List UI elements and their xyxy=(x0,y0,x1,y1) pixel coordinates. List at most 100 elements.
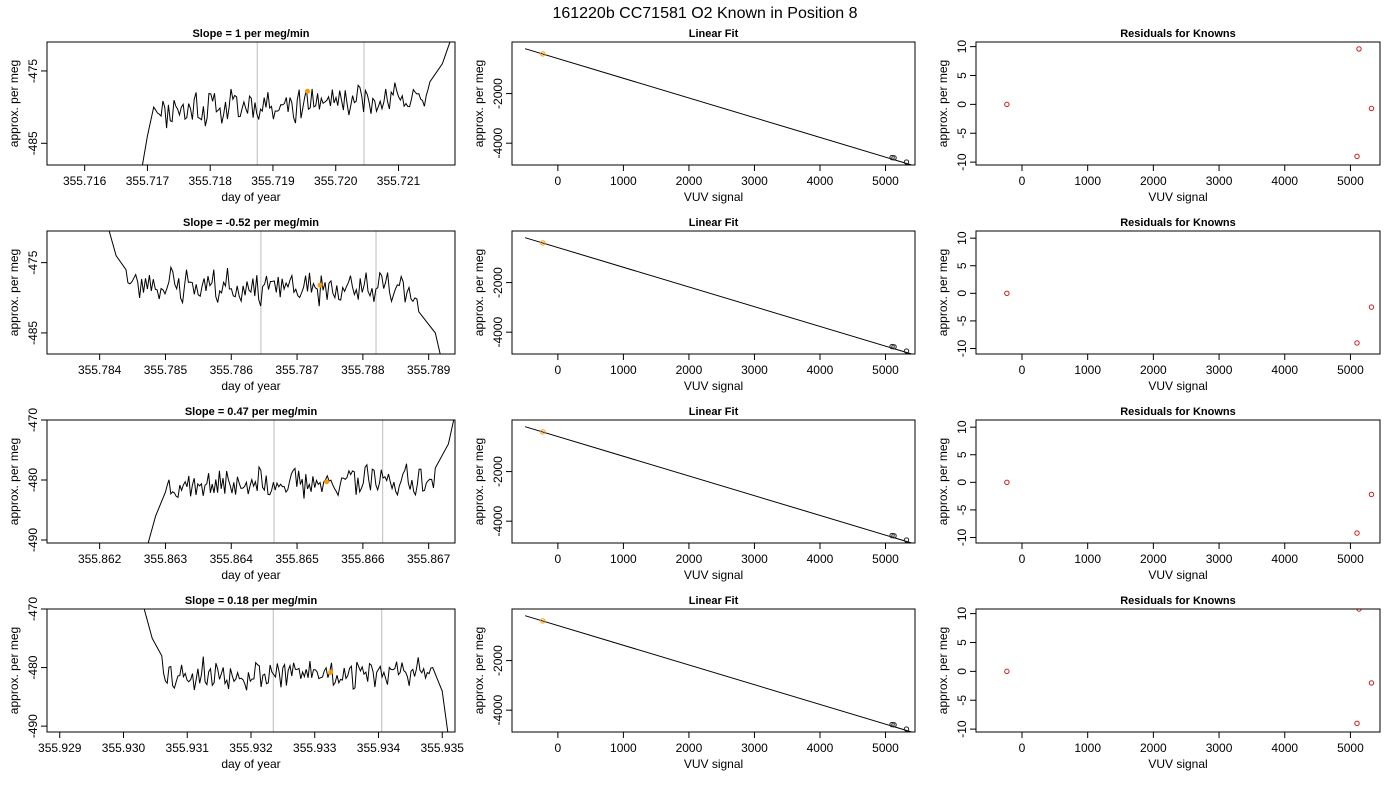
y-axis-label: approx. per meg xyxy=(472,249,486,336)
x-tick-label: 355.721 xyxy=(377,174,421,188)
y-tick-label: -485 xyxy=(26,131,40,155)
panel-title: Residuals for Knowns xyxy=(1120,28,1236,40)
data-point xyxy=(540,51,546,57)
y-axis-label: approx. per meg xyxy=(472,438,486,525)
data-point xyxy=(540,240,546,246)
panel-frame xyxy=(46,419,456,544)
y-tick-label: 0 xyxy=(955,101,969,108)
x-tick-label: 4000 xyxy=(1271,741,1298,755)
data-point xyxy=(1368,304,1375,310)
y-tick-label: -10 xyxy=(955,339,969,357)
x-tick-label: 1000 xyxy=(610,174,637,188)
panel-residuals-row-1: Residuals for Knowns 0 1000 2000 3000 4000 500… xyxy=(936,28,1381,204)
x-tick-label: 4000 xyxy=(1271,363,1298,377)
x-tick-label: 5000 xyxy=(1337,174,1364,188)
x-tick-label: 355.867 xyxy=(407,552,451,566)
y-tick-label: -2000 xyxy=(491,267,505,298)
x-tick-label: 3000 xyxy=(741,174,768,188)
data-point xyxy=(1356,46,1362,52)
y-tick-label: -2000 xyxy=(491,645,505,676)
data-point xyxy=(540,429,546,435)
x-axis-label: day of year xyxy=(221,568,280,582)
x-axis-label: VUV signal xyxy=(1148,379,1207,393)
x-tick-label: 5000 xyxy=(872,741,899,755)
y-tick-label: -5 xyxy=(955,128,969,139)
data-point xyxy=(1354,720,1360,727)
panel-title: Slope = 1 per meg/min xyxy=(192,28,309,40)
x-tick-label: 2000 xyxy=(676,741,703,755)
y-tick-label: -10 xyxy=(955,528,969,546)
x-tick-label: 355.932 xyxy=(229,741,273,755)
panel-frame xyxy=(46,608,456,733)
y-tick-label: -480 xyxy=(26,468,40,492)
data-point xyxy=(903,348,910,354)
y-tick-label: 10 xyxy=(955,420,969,434)
x-tick-label: 3000 xyxy=(1206,741,1233,755)
x-tick-label: 355.786 xyxy=(210,363,254,377)
x-tick-label: 355.784 xyxy=(78,363,122,377)
y-tick-label: -475 xyxy=(26,59,40,83)
y-tick-label: 10 xyxy=(955,607,969,621)
x-tick-label: 1000 xyxy=(610,741,637,755)
x-axis-label: VUV signal xyxy=(684,568,743,582)
y-tick-label: -4000 xyxy=(491,317,505,348)
data-point xyxy=(1004,668,1010,675)
x-tick-label: 0 xyxy=(555,363,562,377)
x-axis-label: VUV signal xyxy=(1148,190,1207,204)
x-tick-label: 355.865 xyxy=(275,552,319,566)
y-tick-label: 5 xyxy=(955,451,969,458)
x-tick-label: 5000 xyxy=(1337,363,1364,377)
panel-slope-row-3: Slope = 0.47 per meg/min 355.862 355.863 35… xyxy=(7,406,456,582)
panel-title: Residuals for Knowns xyxy=(1120,406,1236,418)
x-tick-label: 0 xyxy=(555,552,562,566)
panel-title: Slope = -0.52 per meg/min xyxy=(183,217,319,229)
x-tick-label: 355.716 xyxy=(63,174,107,188)
signal-trace xyxy=(141,42,451,165)
y-tick-label: -5 xyxy=(955,695,969,706)
x-tick-label: 355.789 xyxy=(407,363,451,377)
average-marker xyxy=(328,669,334,675)
fit-line xyxy=(524,426,914,543)
x-tick-label: 0 xyxy=(1019,552,1026,566)
x-tick-label: 2000 xyxy=(676,552,703,566)
x-tick-label: 355.866 xyxy=(341,552,385,566)
y-axis-label: approx. per meg xyxy=(7,249,21,336)
data-point xyxy=(891,155,897,161)
x-tick-label: 0 xyxy=(555,741,562,755)
panel-slope-row-4: Slope = 0.18 per meg/min 355.929 355.930 35… xyxy=(7,595,464,771)
y-axis-label: approx. per meg xyxy=(7,438,21,525)
x-tick-label: 355.719 xyxy=(251,174,295,188)
plot-area xyxy=(141,42,451,165)
data-point xyxy=(1004,479,1010,486)
x-tick-label: 2000 xyxy=(1140,174,1167,188)
fit-line xyxy=(524,237,914,354)
x-axis-label: day of year xyxy=(221,190,280,204)
panel-title: Linear Fit xyxy=(689,595,739,607)
data-point xyxy=(889,721,895,728)
signal-trace xyxy=(143,609,449,732)
x-tick-label: 1000 xyxy=(1074,552,1101,566)
x-tick-label: 2000 xyxy=(1140,741,1167,755)
x-tick-label: 1000 xyxy=(1074,174,1101,188)
x-tick-label: 3000 xyxy=(741,363,768,377)
y-tick-label: -470 xyxy=(26,408,40,432)
panel-residuals-row-2: Residuals for Knowns 0 1000 2000 3000 4000 500… xyxy=(936,217,1381,393)
signal-trace xyxy=(147,420,455,543)
x-axis-label: VUV signal xyxy=(1148,568,1207,582)
panel-frame xyxy=(511,608,916,733)
data-point xyxy=(1356,609,1362,612)
y-tick-label: -490 xyxy=(26,714,40,738)
data-point xyxy=(889,154,895,161)
data-point xyxy=(891,344,897,350)
x-tick-label: 355.930 xyxy=(102,741,146,755)
x-tick-label: 0 xyxy=(555,174,562,188)
x-tick-label: 355.934 xyxy=(357,741,401,755)
panel-title: Residuals for Knowns xyxy=(1120,217,1236,229)
x-tick-label: 4000 xyxy=(807,174,834,188)
average-marker xyxy=(304,88,310,94)
x-tick-label: 5000 xyxy=(1337,741,1364,755)
x-tick-label: 3000 xyxy=(1206,174,1233,188)
y-axis-label: approx. per meg xyxy=(936,627,950,714)
x-tick-label: 1000 xyxy=(610,363,637,377)
